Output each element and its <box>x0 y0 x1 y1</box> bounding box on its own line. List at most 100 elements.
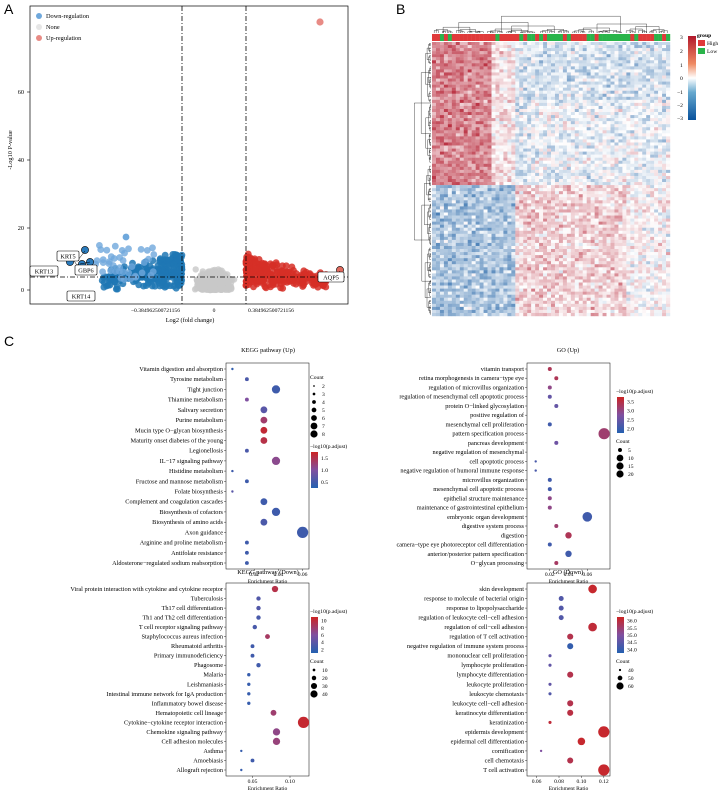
heatmap-cell <box>443 124 449 128</box>
heatmap-cell <box>471 172 476 177</box>
heatmap-cell <box>646 188 651 192</box>
heatmap-cell <box>479 42 484 46</box>
heatmap-cell <box>586 118 591 122</box>
heatmap-cell <box>630 191 635 195</box>
heatmap-cell <box>566 78 572 82</box>
heatmap-cell <box>638 108 643 113</box>
heatmap-cell <box>642 166 647 171</box>
heatmap-cell <box>551 130 556 134</box>
heatmap-cell <box>618 93 623 97</box>
heatmap-cell <box>650 96 655 101</box>
heatmap-cell <box>606 212 611 216</box>
group-bar-cell <box>471 34 476 41</box>
heatmap-cell <box>630 157 635 161</box>
heatmap-cell <box>610 60 615 64</box>
heatmap-cell <box>551 105 556 110</box>
heatmap-cell <box>570 87 575 91</box>
heatmap-cell <box>471 139 476 143</box>
heatmap-cell <box>606 157 611 161</box>
heatmap-cell <box>491 130 496 134</box>
dendro-branch <box>476 31 481 33</box>
heatmap-cell <box>539 57 544 61</box>
dendro-branch <box>427 211 431 234</box>
point-up-outlier <box>316 18 324 26</box>
heatmap-cell <box>435 212 441 216</box>
point-down <box>125 245 132 253</box>
heatmap-cell <box>467 197 472 201</box>
heatmap-cell <box>519 45 524 49</box>
heatmap-cell <box>618 182 623 186</box>
heatmap-cell <box>650 151 655 155</box>
heatmap-cell <box>451 221 456 225</box>
heatmap-cell <box>503 81 508 85</box>
heatmap-cell <box>543 194 548 198</box>
heatmap-cell <box>531 200 536 204</box>
heatmap-cell <box>523 203 528 207</box>
heatmap-cell <box>622 54 627 58</box>
heatmap-cell <box>503 57 508 61</box>
heatmap-cell <box>507 57 512 61</box>
heatmap-cell <box>602 51 607 55</box>
heatmap-cell <box>590 130 595 134</box>
heatmap-cell <box>507 133 512 137</box>
heatmap-cell <box>566 133 572 137</box>
heatmap-cell <box>455 115 460 119</box>
heatmap-cell <box>590 197 595 201</box>
heatmap-cell <box>630 154 635 158</box>
ytick-40: 40 <box>18 157 24 164</box>
heatmap-cell <box>626 115 631 119</box>
heatmap-cell <box>586 151 591 155</box>
heatmap-cell <box>487 182 492 186</box>
heatmap-cell <box>459 112 464 116</box>
heatmap-cell <box>558 191 564 195</box>
heatmap-cell <box>570 145 575 149</box>
heatmap-cell <box>574 218 579 222</box>
heatmap-cell <box>439 194 445 198</box>
heatmap-cell <box>638 69 643 73</box>
heatmap-cell <box>606 115 611 119</box>
heatmap-cell <box>491 209 496 213</box>
heatmap-cell <box>535 203 540 207</box>
heatmap-cell <box>523 166 528 171</box>
heatmap-cell <box>499 221 504 225</box>
heatmap-cell <box>535 57 540 61</box>
heatmap-cell <box>666 179 671 183</box>
heatmap-cell <box>618 90 623 94</box>
dendro-branch <box>497 31 503 33</box>
heatmap-cell <box>507 105 512 110</box>
heatmap-cell <box>523 185 528 189</box>
heatmap-cell <box>662 197 667 201</box>
heatmap-cell <box>578 87 583 91</box>
heatmap-cell <box>515 203 520 207</box>
heatmap-cell <box>650 42 655 46</box>
heatmap-cell <box>503 105 508 110</box>
heatmap-cell <box>443 194 449 198</box>
heatmap-cell <box>646 221 651 225</box>
heatmap-cell <box>551 209 556 213</box>
heatmap-cell <box>650 224 655 228</box>
heatmap-cell <box>650 175 655 180</box>
heatmap-cell <box>634 166 639 171</box>
heatmap-cell <box>666 160 671 164</box>
heatmap-cell <box>475 215 480 219</box>
heatmap-cell <box>519 102 524 107</box>
heatmap-cell <box>455 90 460 94</box>
heatmap-cell <box>594 133 599 137</box>
heatmap-cell <box>495 90 500 94</box>
heatmap-cell <box>511 212 516 216</box>
heatmap-cell <box>491 215 496 219</box>
heatmap-cell <box>467 145 472 149</box>
heatmap-cell <box>558 99 564 104</box>
heatmap-cell <box>519 96 524 101</box>
heatmap-cell <box>443 72 449 76</box>
heatmap-cell <box>487 142 492 146</box>
heatmap-cell <box>547 172 552 177</box>
heatmap-cell <box>622 203 627 207</box>
heatmap-cell <box>582 145 587 149</box>
heatmap-cell <box>630 118 635 122</box>
heatmap-cell <box>455 169 460 174</box>
point-down <box>110 255 118 262</box>
heatmap-cell <box>638 145 643 149</box>
dendro-branch <box>426 175 431 196</box>
heatmap-cell <box>515 108 520 113</box>
